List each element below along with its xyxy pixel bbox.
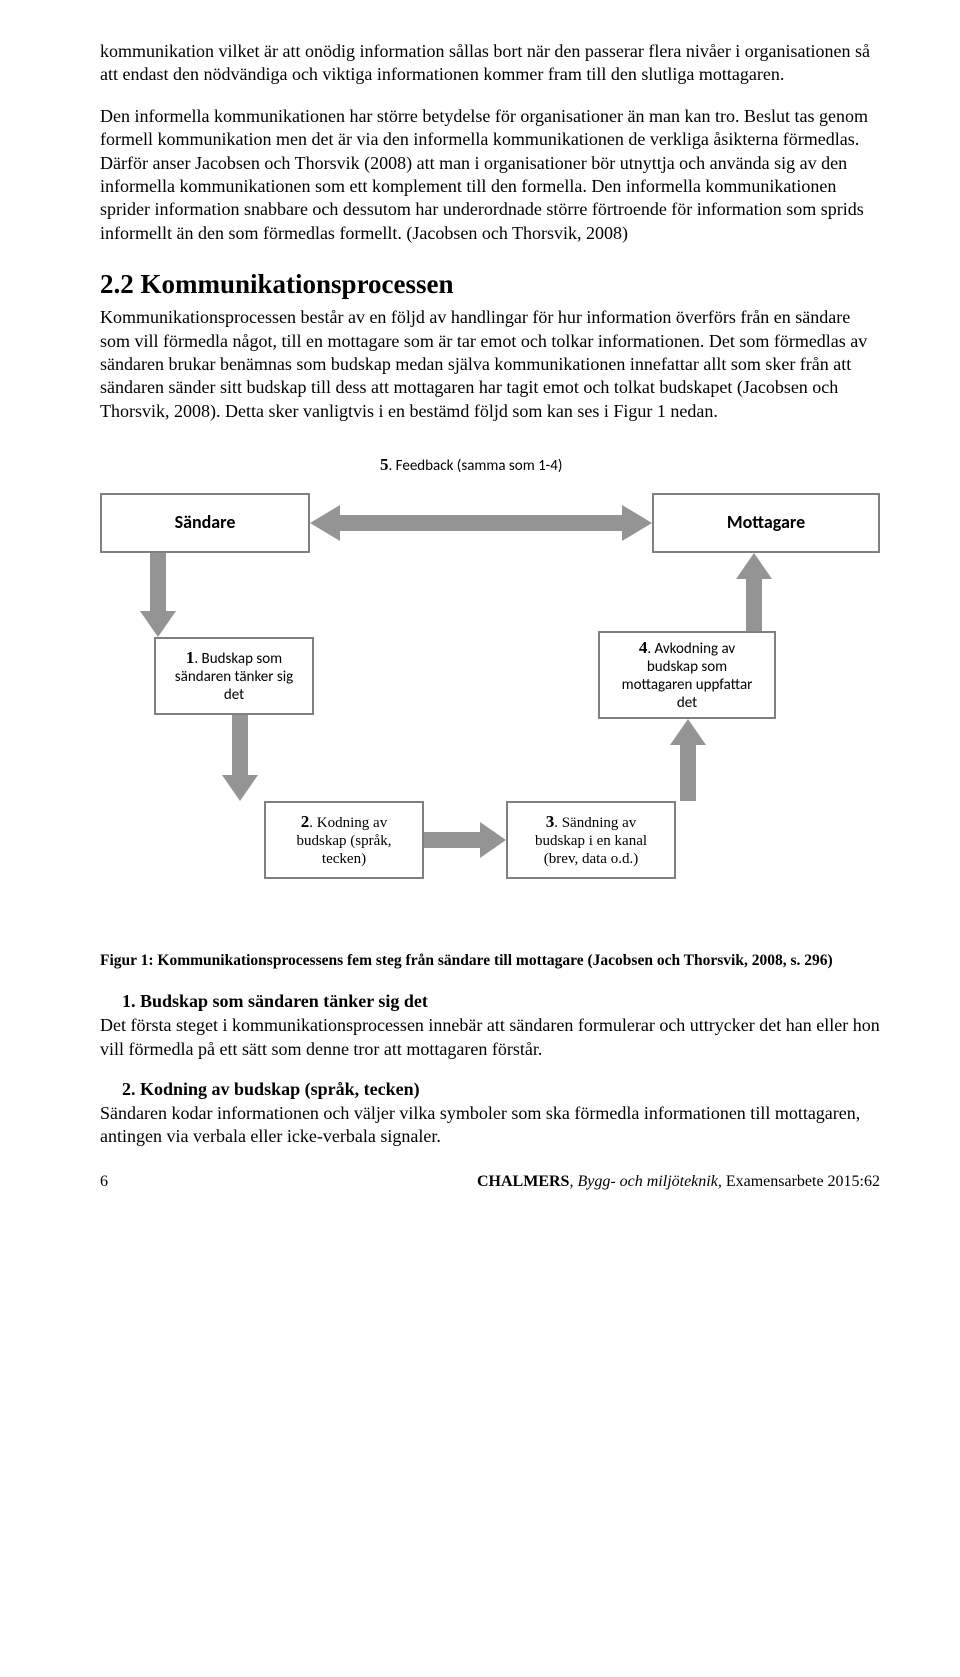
diagram-node-2: 2. Kodning av budskap (språk, tecken) xyxy=(264,801,424,879)
subheading-1: 1. Budskap som sändaren tänker sig det xyxy=(122,991,880,1012)
sub2-body: Sändaren kodar informationen och väljer … xyxy=(100,1102,880,1149)
arrow-sender-n1 xyxy=(140,553,176,637)
n1-lb: sändaren tänker sig xyxy=(175,668,293,686)
section-heading: 2.2 Kommunikationsprocessen xyxy=(100,269,880,300)
paragraph-2: Den informella kommunikationen har störr… xyxy=(100,105,880,245)
n4-ld: det xyxy=(677,694,697,712)
feedback-text: . Feedback (samma som 1-4) xyxy=(389,457,563,475)
n2-lb: budskap (språk, xyxy=(297,832,392,850)
communication-diagram: 5. Feedback (samma som 1-4) Sändare Mott… xyxy=(100,441,880,941)
feedback-num: 5 xyxy=(380,455,389,474)
n3-lb: budskap i en kanal xyxy=(535,832,647,850)
n4-la: . Avkodning av xyxy=(647,640,735,658)
footer-rest: , Bygg- och miljöteknik, xyxy=(569,1173,725,1190)
footer-right: CHALMERS, Bygg- och miljöteknik, Examens… xyxy=(477,1173,880,1191)
arrow-n1-n2 xyxy=(222,715,258,801)
n1-la: . Budskap som xyxy=(194,650,282,668)
diagram-node-receiver: Mottagare xyxy=(652,493,880,553)
page: kommunikation vilket är att onödig infor… xyxy=(0,0,960,1221)
diagram-node-3: 3. Sändning av budskap i en kanal (brev,… xyxy=(506,801,676,879)
n1-lc: det xyxy=(224,686,244,704)
sender-label: Sändare xyxy=(175,512,236,534)
n4-lc: mottagaren uppfattar xyxy=(622,676,753,694)
n3-la: . Sändning av xyxy=(554,815,636,831)
diagram-feedback-label: 5. Feedback (samma som 1-4) xyxy=(380,455,562,475)
arrow-n3-n4 xyxy=(670,719,706,801)
n3-num: 3 xyxy=(546,812,555,831)
diagram-node-1: 1. Budskap som sändaren tänker sig det xyxy=(154,637,314,715)
receiver-label: Mottagare xyxy=(727,512,805,534)
n2-la: . Kodning av xyxy=(309,815,387,831)
footer-chalmers: CHALMERS xyxy=(477,1173,569,1190)
sub1-body: Det första steget i kommunikationsproces… xyxy=(100,1014,880,1061)
n2-num: 2 xyxy=(301,812,310,831)
page-footer: 6 CHALMERS, Bygg- och miljöteknik, Exame… xyxy=(100,1173,880,1191)
paragraph-3: Kommunikationsprocessen består av en föl… xyxy=(100,306,880,423)
n2-lc: tecken) xyxy=(322,850,366,868)
arrow-n4-receiver xyxy=(736,553,772,631)
diagram-node-sender: Sändare xyxy=(100,493,310,553)
n3-lc: (brev, data o.d.) xyxy=(544,850,638,868)
page-number: 6 xyxy=(100,1173,108,1191)
n4-lb: budskap som xyxy=(647,658,727,676)
paragraph-1: kommunikation vilket är att onödig infor… xyxy=(100,40,880,87)
figure-caption: Figur 1: Kommunikationsprocessens fem st… xyxy=(100,951,880,971)
subheading-2: 2. Kodning av budskap (språk, tecken) xyxy=(122,1079,880,1100)
arrow-n2-n3 xyxy=(424,822,506,858)
arrow-feedback xyxy=(310,501,652,545)
footer-tail: Examensarbete 2015:62 xyxy=(726,1173,880,1190)
diagram-node-4: 4. Avkodning av budskap som mottagaren u… xyxy=(598,631,776,719)
